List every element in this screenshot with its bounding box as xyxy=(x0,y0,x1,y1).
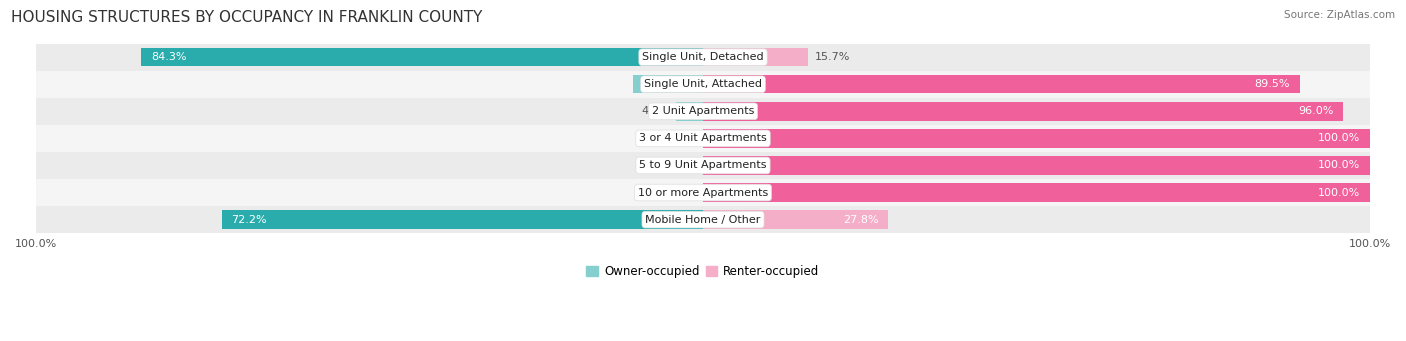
Text: 100.0%: 100.0% xyxy=(1317,161,1360,170)
Bar xyxy=(37,71,1369,98)
Text: HOUSING STRUCTURES BY OCCUPANCY IN FRANKLIN COUNTY: HOUSING STRUCTURES BY OCCUPANCY IN FRANK… xyxy=(11,10,482,25)
Bar xyxy=(703,210,889,229)
Bar xyxy=(222,210,703,229)
Text: Single Unit, Detached: Single Unit, Detached xyxy=(643,52,763,62)
Text: 0.0%: 0.0% xyxy=(661,133,690,144)
Legend: Owner-occupied, Renter-occupied: Owner-occupied, Renter-occupied xyxy=(582,260,824,282)
Text: 0.0%: 0.0% xyxy=(661,161,690,170)
Bar xyxy=(703,48,807,66)
Text: 4.0%: 4.0% xyxy=(641,106,669,116)
Bar xyxy=(37,98,1369,125)
Text: 2 Unit Apartments: 2 Unit Apartments xyxy=(652,106,754,116)
Text: 89.5%: 89.5% xyxy=(1254,79,1289,89)
Text: 3 or 4 Unit Apartments: 3 or 4 Unit Apartments xyxy=(640,133,766,144)
Text: 27.8%: 27.8% xyxy=(842,214,879,225)
Bar xyxy=(37,152,1369,179)
Bar xyxy=(703,129,1369,148)
Text: 84.3%: 84.3% xyxy=(150,52,187,62)
Text: Source: ZipAtlas.com: Source: ZipAtlas.com xyxy=(1284,10,1395,20)
Text: 100.0%: 100.0% xyxy=(1317,133,1360,144)
Text: 5 to 9 Unit Apartments: 5 to 9 Unit Apartments xyxy=(640,161,766,170)
Bar xyxy=(703,156,1369,175)
Bar xyxy=(37,44,1369,71)
Text: 10.5%: 10.5% xyxy=(643,79,678,89)
Text: Single Unit, Attached: Single Unit, Attached xyxy=(644,79,762,89)
Text: 100.0%: 100.0% xyxy=(1317,188,1360,197)
Bar xyxy=(37,206,1369,233)
Text: 15.7%: 15.7% xyxy=(814,52,849,62)
Bar xyxy=(703,102,1343,120)
Text: Mobile Home / Other: Mobile Home / Other xyxy=(645,214,761,225)
Bar xyxy=(141,48,703,66)
Text: 10 or more Apartments: 10 or more Apartments xyxy=(638,188,768,197)
Bar xyxy=(676,102,703,120)
Text: 0.0%: 0.0% xyxy=(661,188,690,197)
Bar xyxy=(703,75,1301,93)
Text: 96.0%: 96.0% xyxy=(1298,106,1333,116)
Bar xyxy=(37,179,1369,206)
Bar xyxy=(37,125,1369,152)
Bar xyxy=(633,75,703,93)
Text: 72.2%: 72.2% xyxy=(232,214,267,225)
Bar xyxy=(703,183,1369,202)
